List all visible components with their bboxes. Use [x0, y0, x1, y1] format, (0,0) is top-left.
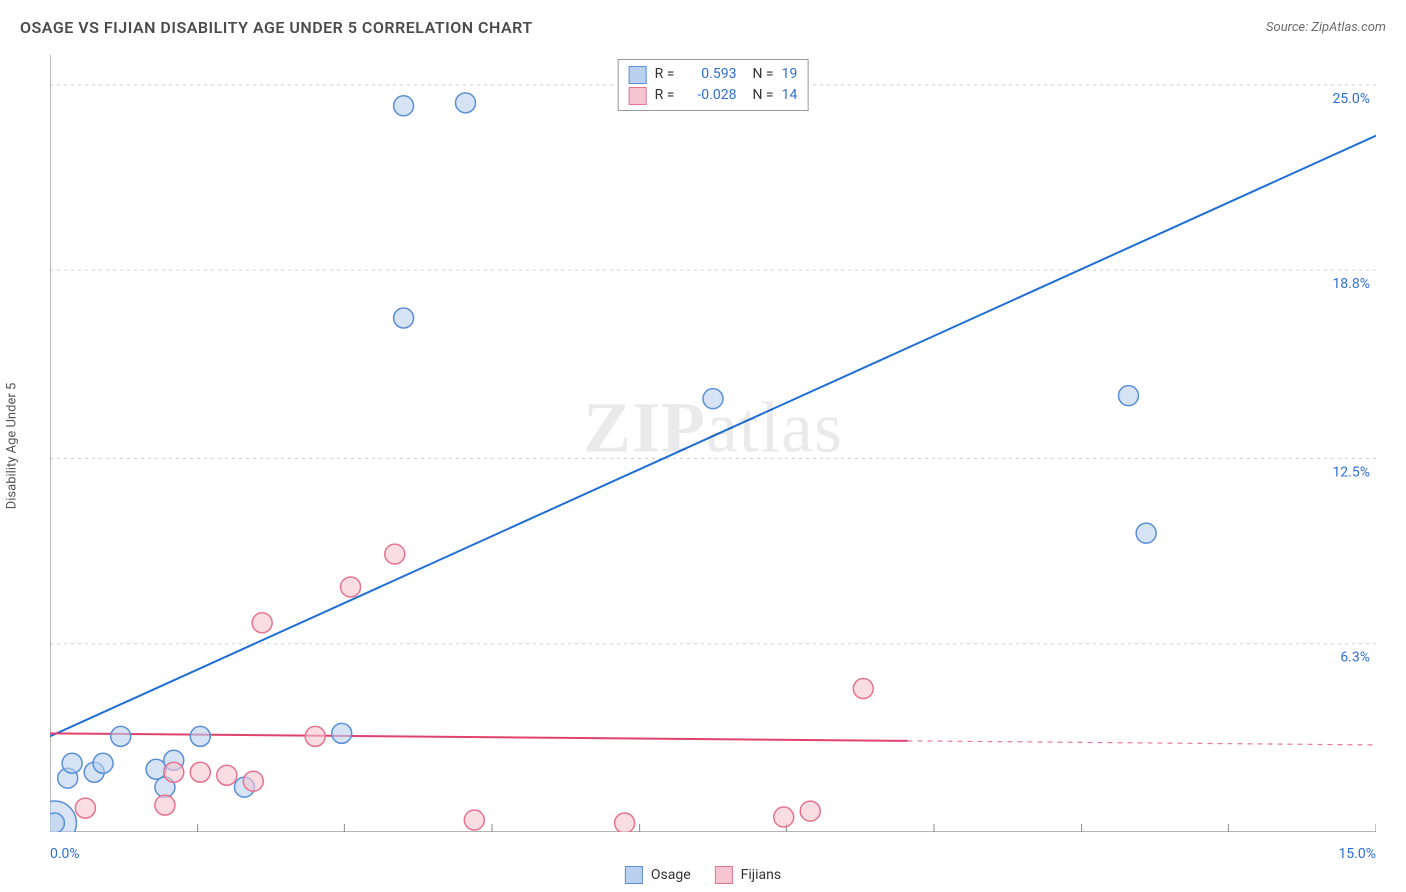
svg-text:12.5%: 12.5%	[1332, 464, 1370, 480]
series-legend: Osage Fijians	[625, 866, 781, 884]
series-legend-label: Osage	[651, 867, 691, 883]
n-label: N =	[752, 64, 773, 85]
r-value: 0.593	[682, 64, 736, 85]
n-value: 19	[782, 64, 798, 85]
chart-area: 6.3%12.5%18.8%25.0% ZIPatlas R =0.593N =…	[50, 55, 1376, 832]
r-label: R =	[655, 64, 675, 85]
correlation-legend-row: R = 0.593 N = 19	[629, 64, 798, 85]
legend-swatch-icon	[715, 866, 733, 884]
svg-text:18.8%: 18.8%	[1332, 276, 1370, 292]
legend-swatch-icon	[629, 87, 647, 105]
series-legend-item: Fijians	[715, 866, 781, 884]
legend-swatch-icon	[625, 866, 643, 884]
series-legend-label: Fijians	[741, 867, 781, 883]
r-value: -0.028	[682, 85, 736, 106]
n-label: N =	[752, 85, 773, 106]
x-axis-max-label: 15.0%	[1338, 846, 1376, 862]
source-credit: Source: ZipAtlas.com	[1266, 20, 1386, 35]
r-label: R =	[655, 85, 675, 106]
correlation-legend: R = 0.593 N = 19 R = -0.028 N = 14	[618, 59, 809, 111]
n-value: 14	[782, 85, 798, 106]
scatter-plot-svg: 6.3% 12.5% 18.8% 25.0%	[50, 55, 1376, 832]
y-axis-label: Disability Age Under 5	[5, 383, 20, 510]
legend-swatch-icon	[629, 66, 647, 84]
correlation-legend-row: R = -0.028 N = 14	[629, 85, 798, 106]
svg-text:6.3%: 6.3%	[1340, 650, 1370, 666]
svg-text:25.0%: 25.0%	[1332, 91, 1370, 107]
series-legend-item: Osage	[625, 866, 691, 884]
chart-title: OSAGE VS FIJIAN DISABILITY AGE UNDER 5 C…	[20, 18, 533, 37]
x-axis-min-label: 0.0%	[50, 846, 80, 862]
